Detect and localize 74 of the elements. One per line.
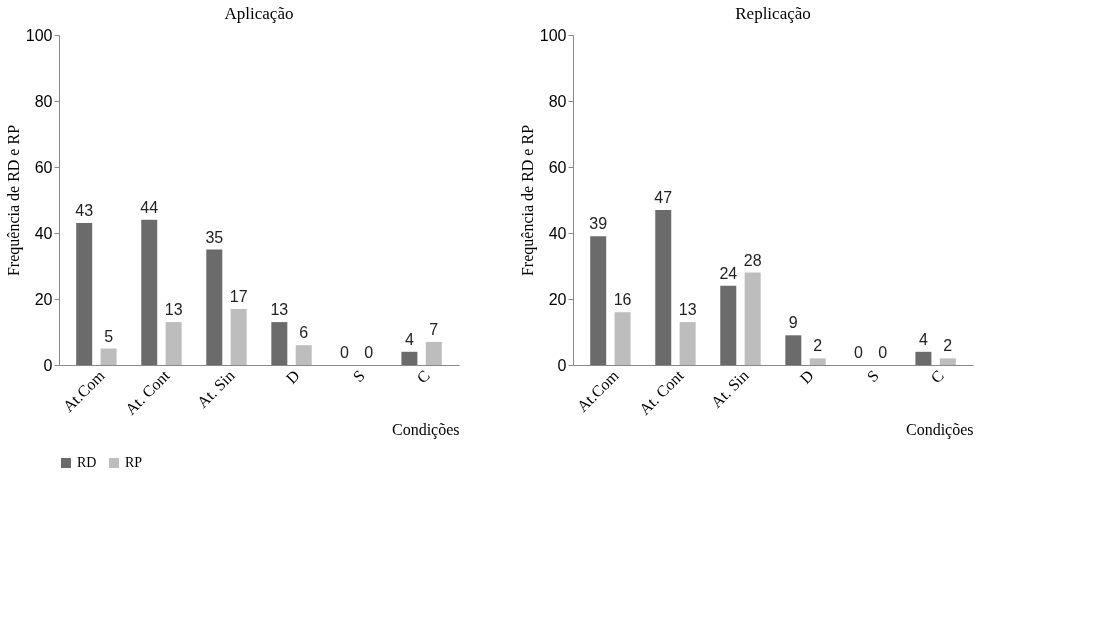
data-label: 35 [205,228,224,246]
bar [141,219,158,365]
y-tick-label: 80 [34,92,53,110]
bar [785,335,802,365]
data-label: 0 [364,344,374,361]
data-label: 39 [589,215,608,233]
bar [590,236,607,365]
bar [76,223,93,365]
bar [100,348,117,365]
bar [809,358,826,365]
data-label: 24 [719,264,738,282]
data-label: 5 [104,327,114,345]
data-label: 9 [788,314,798,332]
bar [915,351,932,365]
data-label: 13 [270,301,289,319]
data-label: 43 [75,202,94,220]
bar [744,272,761,365]
bar [401,351,418,365]
bar [679,322,696,365]
data-label: 44 [140,198,159,216]
bar [614,312,631,365]
data-label: 0 [339,344,349,361]
x-tick-label: At. Sin [193,366,238,411]
legend-label: RP [125,455,143,470]
bar [720,285,737,365]
data-label: 0 [878,344,888,361]
data-label: 17 [229,287,248,305]
y-tick-label: 60 [548,158,567,176]
data-label: 16 [613,291,632,309]
x-tick-label: S [863,366,882,386]
y-axis-title: Frequência de RD e RP [518,124,537,277]
bar [230,308,247,365]
x-tick-label: C [413,366,433,387]
y-tick-label: 40 [34,224,53,242]
bar [655,209,672,365]
legend-label: RD [77,455,97,470]
chart-title: Aplicação [224,4,294,23]
data-label: 2 [813,337,823,355]
y-tick-label: 20 [548,290,567,308]
bar [271,322,288,365]
x-tick-label: At. Sin [707,366,752,411]
data-label: 2 [943,337,953,355]
data-label: 4 [918,330,928,348]
data-label: 13 [164,301,183,319]
y-tick-label: 0 [557,356,567,374]
data-label: 28 [743,251,762,269]
bar [165,322,182,365]
y-tick-label: 0 [43,356,53,374]
bar [206,249,223,365]
y-tick-label: 100 [539,26,567,44]
bar [425,341,442,365]
data-label: 4 [404,330,414,348]
y-axis-title: Frequência de RD e RP [4,124,23,277]
data-label: 0 [853,344,863,361]
y-tick-label: 40 [548,224,567,242]
y-tick-label: 100 [25,26,53,44]
bar [295,345,312,365]
data-label: 6 [299,324,309,342]
x-axis-title: Condições [391,420,460,439]
y-tick-label: 80 [548,92,567,110]
x-tick-label: S [349,366,368,386]
x-axis-title: Condições [905,420,974,439]
y-tick-label: 60 [34,158,53,176]
bar [939,358,956,365]
data-label: 47 [654,188,673,206]
x-tick-label: At. Cont [635,366,688,418]
chart-title: Replicação [735,4,811,23]
y-tick-label: 20 [34,290,53,308]
x-tick-label: D [282,366,303,387]
x-tick-label: D [796,366,817,387]
data-label: 13 [678,301,697,319]
data-label: 7 [429,320,439,338]
x-tick-label: At. Cont [121,366,174,418]
x-tick-label: C [927,366,947,387]
